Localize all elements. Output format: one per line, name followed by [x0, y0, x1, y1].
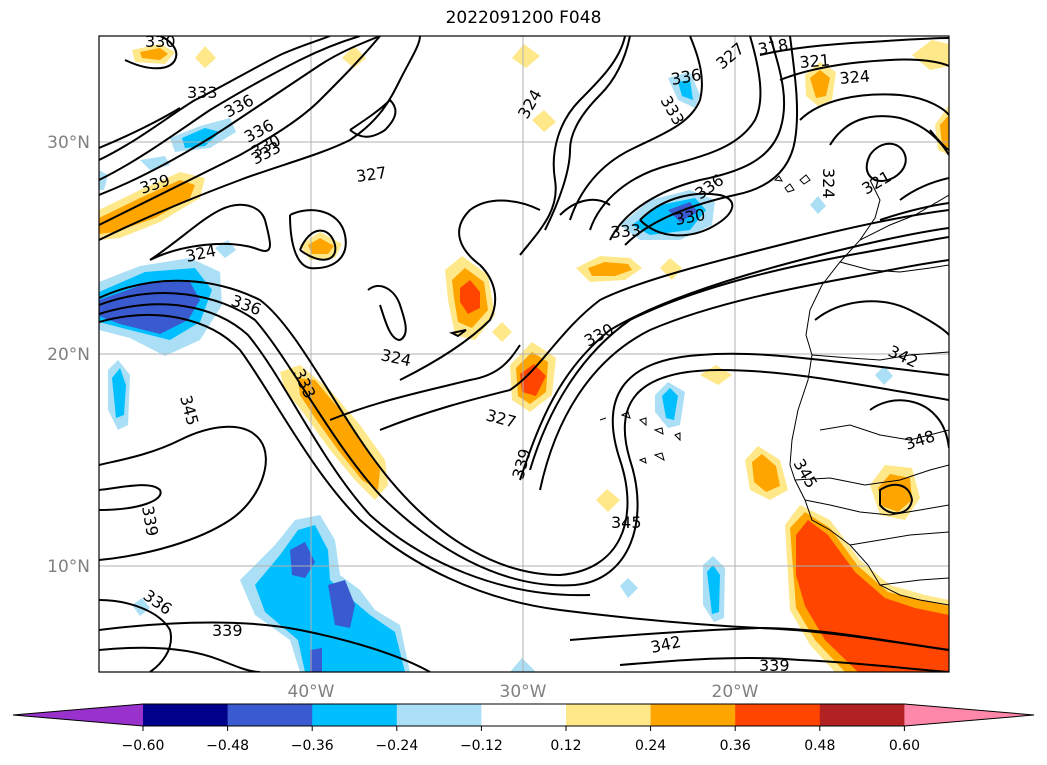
colorbar-segment: [143, 704, 229, 726]
neg-field-9N-25W: [620, 578, 638, 598]
neg-field-18N-15W: [875, 366, 893, 385]
shaded-fields: [99, 40, 949, 672]
contour-label: 321: [799, 50, 831, 72]
pos-field-15N-17W-mid: [752, 454, 780, 492]
neg-field-29N-52W: [99, 170, 108, 190]
colorbar-tick-label: −0.60: [122, 738, 165, 754]
contour-label: 348: [902, 426, 937, 454]
neg-field-south-40W-dark: [290, 542, 355, 672]
pos-field-33N-50W-mid: [140, 48, 168, 60]
contour-label: 336: [221, 90, 257, 121]
graticule: [99, 36, 949, 672]
colorbar-segment: [819, 704, 905, 726]
colorbar-segment: [481, 704, 567, 726]
pos-field-33N-30W: [512, 44, 540, 68]
contour-label: 318: [756, 35, 789, 59]
pos-field-trough-mid: [298, 378, 380, 490]
colorbar-tick-label: 0.36: [720, 738, 751, 754]
colorbar-segment: [650, 704, 736, 726]
neg-field-west-20N-dark: [99, 282, 200, 334]
contour-label: 324: [379, 345, 413, 370]
contour-label: 345: [176, 393, 202, 427]
pos-field-24N-25W-mid: [588, 262, 632, 276]
lon-tick-label: 20°W: [712, 682, 759, 702]
neg-field-27N-16W: [810, 196, 826, 214]
contour-label: 336: [229, 291, 264, 319]
contours: [99, 36, 949, 672]
contour-label: 339: [138, 504, 162, 537]
pos-field-13N-26W: [596, 489, 620, 512]
colorbar-tick-label: −0.24: [375, 738, 418, 754]
neg-field-33N-22W-mid: [678, 80, 693, 100]
neg-field-west-30N-mid: [182, 128, 220, 148]
colorbar-segment: [312, 704, 398, 726]
pos-field-18N-30W-dark: [520, 364, 546, 396]
lon-tick-label: 30°W: [500, 682, 547, 702]
contour-label: 333: [610, 220, 642, 242]
contour-label: 336: [140, 586, 176, 619]
contour-label: 333: [187, 83, 218, 102]
neg-field-18N-20W-mid: [662, 388, 678, 420]
colorbar-tick-label: 0.12: [550, 738, 581, 754]
contour-label: 324: [839, 66, 871, 88]
colorbar-extend-high: [904, 704, 1034, 726]
contour-label: 345: [790, 456, 822, 492]
pos-field-32N-29W: [532, 110, 556, 132]
axis-labels: 30°N 20°N 10°N 40°W 30°W 20°W: [47, 133, 759, 702]
pos-field-west-27N-mid: [99, 180, 195, 234]
pos-field-34N-13W: [912, 40, 949, 70]
map-title: 2022091200 F048: [445, 8, 602, 28]
lat-tick-label: 30°N: [47, 133, 90, 153]
contour-label: 339: [509, 447, 535, 481]
colorbar-tick-label: 0.24: [635, 738, 666, 754]
pos-field-33N-45W: [195, 46, 216, 68]
contour-label: 342: [649, 632, 683, 657]
pos-field-24N-40W-mid: [308, 238, 334, 254]
pos-field-14N-13W-mid: [878, 474, 912, 512]
pos-field-33N-37W: [342, 46, 366, 68]
colorbar-tick-label: 0.60: [889, 738, 920, 754]
pos-field-22N-33W-dark: [460, 280, 480, 314]
colorbar-segment: [735, 704, 821, 726]
lat-tick-label: 10°N: [47, 557, 90, 577]
contour-label: 330: [145, 32, 176, 51]
colorbar-segment: [396, 704, 482, 726]
colorbar-tick-label: −0.12: [460, 738, 503, 754]
colorbar-tick-label: 0.48: [804, 738, 835, 754]
contour-label: 339: [212, 621, 243, 640]
map-frame: [98, 35, 950, 673]
colorbar-segment: [227, 704, 313, 726]
colorbar-tick-label: −0.36: [291, 738, 334, 754]
pos-field-33N-18W-mid: [810, 70, 830, 98]
contour-label: 339: [759, 656, 790, 675]
contour-label: 345: [611, 513, 642, 532]
lon-tick-label: 40°W: [288, 682, 335, 702]
colorbar: −0.60 −0.48 −0.36 −0.24 −0.12 0.12 0.24 0.36 0.4…: [12, 703, 1035, 754]
colorbar-tick-label: −0.48: [206, 738, 249, 754]
map-area: 330 333 336 336 330 333 327 324 339 324 …: [99, 32, 949, 675]
contour-label: 327: [355, 163, 388, 186]
lat-tick-label: 20°N: [47, 345, 90, 365]
neg-field-24N-42W: [215, 240, 236, 258]
colorbar-segment: [566, 704, 652, 726]
pos-field-22N-31W: [492, 322, 512, 342]
contour-label: 327: [712, 39, 748, 73]
neg-field-west-18N-mid: [112, 368, 126, 418]
colorbar-extend-low: [13, 704, 143, 726]
contour-label: 342: [885, 341, 921, 371]
contour-label: 327: [484, 406, 518, 432]
neg-field-8N-20W-mid: [707, 565, 720, 614]
contour-label: 336: [669, 65, 702, 89]
contour-label: 324: [819, 168, 838, 199]
pos-field-31N-12W-mid: [940, 115, 949, 148]
contour-label: 324: [184, 241, 218, 266]
pos-field-24N-23W: [660, 258, 682, 280]
pos-field-19N-21W: [700, 365, 732, 385]
